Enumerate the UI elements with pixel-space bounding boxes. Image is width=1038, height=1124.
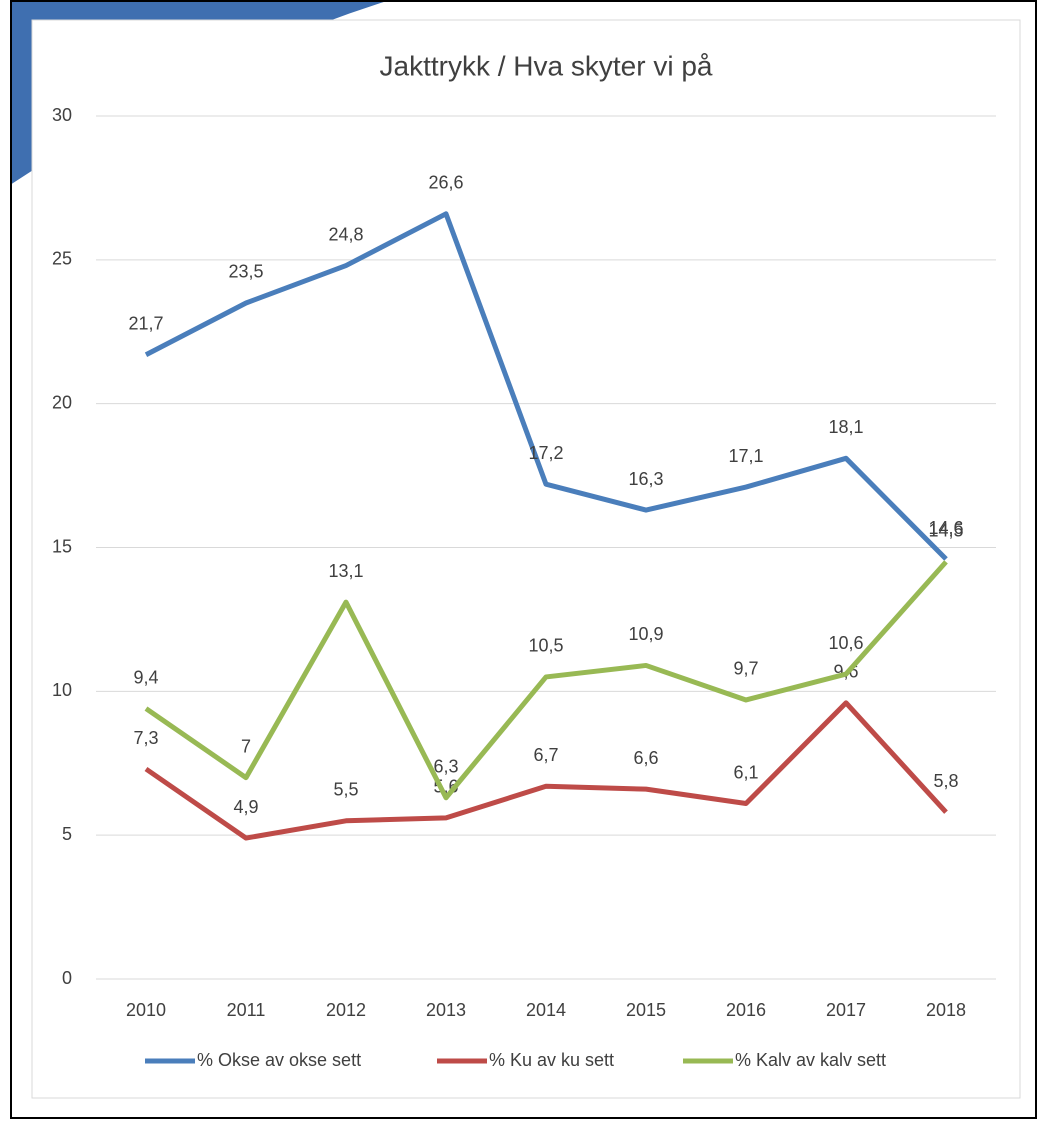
data-label: 10,5 — [528, 636, 563, 656]
x-tick-label: 2017 — [826, 1000, 866, 1020]
x-tick-label: 2015 — [626, 1000, 666, 1020]
data-label: 10,6 — [828, 633, 863, 653]
data-label: 21,7 — [128, 314, 163, 334]
data-label: 5,5 — [333, 780, 358, 800]
data-label: 14,6 — [928, 518, 963, 538]
y-tick-label: 25 — [52, 249, 72, 269]
data-label: 14,5 — [928, 521, 963, 541]
data-label: 23,5 — [228, 262, 263, 282]
data-label: 10,9 — [628, 624, 663, 644]
x-tick-label: 2018 — [926, 1000, 966, 1020]
y-tick-label: 20 — [52, 392, 72, 412]
data-label: 5,8 — [933, 771, 958, 791]
y-tick-label: 15 — [52, 536, 72, 556]
x-tick-label: 2016 — [726, 1000, 766, 1020]
series-line — [144, 560, 948, 801]
legend-label: % Okse av okse sett — [197, 1050, 361, 1070]
data-label: 9,4 — [133, 667, 158, 687]
y-tick-label: 30 — [52, 105, 72, 125]
chart-title: Jakttrykk / Hva skyter vi på — [380, 50, 713, 81]
data-label: 6,1 — [733, 762, 758, 782]
data-label: 17,2 — [528, 443, 563, 463]
x-tick-label: 2012 — [326, 1000, 366, 1020]
x-tick-label: 2013 — [426, 1000, 466, 1020]
data-label: 18,1 — [828, 417, 863, 437]
data-label: 7,3 — [133, 728, 158, 748]
x-tick-label: 2010 — [126, 1000, 166, 1020]
data-label: 6,3 — [433, 757, 458, 777]
y-tick-label: 10 — [52, 680, 72, 700]
legend-label: % Kalv av kalv sett — [735, 1050, 886, 1070]
x-tick-label: 2014 — [526, 1000, 566, 1020]
y-tick-label: 0 — [62, 968, 72, 988]
data-label: 16,3 — [628, 469, 663, 489]
y-tick-label: 5 — [62, 824, 72, 844]
data-label: 13,1 — [328, 561, 363, 581]
data-label: 6,7 — [533, 745, 558, 765]
data-label: 17,1 — [728, 446, 763, 466]
data-label: 9,7 — [733, 659, 758, 679]
data-label: 4,9 — [233, 797, 258, 817]
data-label: 26,6 — [428, 173, 463, 193]
chart-area — [31, 19, 1021, 1099]
x-tick-label: 2011 — [227, 1000, 266, 1020]
data-label: 6,6 — [633, 748, 658, 768]
legend-label: % Ku av ku sett — [489, 1050, 614, 1070]
data-label: 24,8 — [328, 224, 363, 244]
frame — [10, 0, 1037, 1119]
series-line — [144, 211, 948, 561]
series-line — [144, 700, 948, 841]
data-label: 7 — [241, 736, 251, 756]
